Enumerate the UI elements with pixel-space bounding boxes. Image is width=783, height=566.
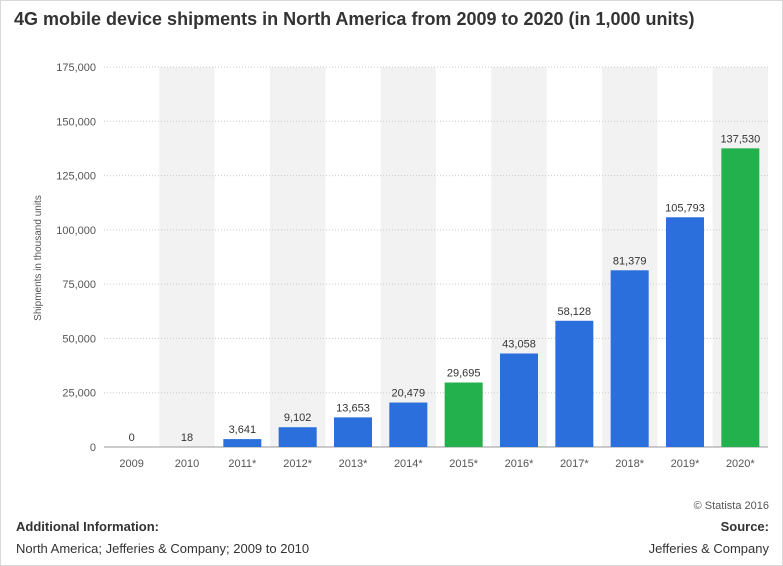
value-label: 9,102 — [284, 412, 312, 424]
value-label: 137,530 — [720, 133, 760, 145]
y-axis-label: Shipments in thousand units — [33, 195, 44, 321]
bar-2017[interactable] — [555, 320, 594, 447]
y-tick-label: 25,000 — [62, 388, 96, 400]
bar-2013[interactable] — [334, 417, 372, 447]
y-tick-label: 125,000 — [56, 171, 96, 183]
additional-info-text: North America; Jefferies & Company; 2009… — [16, 541, 310, 556]
source-text: Jefferies & Company — [648, 541, 769, 556]
value-label: 105,793 — [665, 202, 705, 214]
value-label: 3,641 — [229, 424, 257, 436]
x-tick-label: 2014* — [394, 458, 423, 470]
value-label: 0 — [129, 432, 135, 444]
gridlines — [104, 66, 768, 448]
x-axis-ticks: 2009 2010 2011* 2012* 2013* 2014* 2015* 2016* 20… — [119, 458, 755, 470]
column-band — [270, 67, 326, 447]
additional-info-heading[interactable]: Additional Information: — [16, 519, 159, 534]
value-label: 13,653 — [336, 402, 370, 414]
value-label: 81,379 — [613, 255, 647, 267]
bar-2016[interactable] — [500, 353, 538, 447]
x-tick-label: 2018* — [615, 458, 644, 470]
y-tick-label: 75,000 — [62, 279, 96, 291]
x-tick-label: 2019* — [671, 458, 700, 470]
bar-2012[interactable] — [278, 427, 317, 447]
y-tick-label: 175,000 — [56, 62, 96, 74]
bar-2019[interactable] — [666, 217, 704, 447]
x-tick-label: 2010 — [175, 458, 199, 470]
y-tick-label: 150,000 — [56, 116, 96, 128]
y-axis-ticks: 0 25,000 50,000 75,000 100,000 125,000 150,000… — [56, 62, 96, 454]
bar-2014[interactable] — [389, 402, 428, 447]
bar-2015[interactable] — [444, 382, 483, 447]
bars — [223, 148, 760, 447]
bar-2011[interactable] — [223, 439, 262, 447]
copyright-text: © Statista 2016 — [693, 500, 769, 512]
y-tick-label: 100,000 — [56, 225, 96, 237]
chart-title: 4G mobile device shipments in North Amer… — [14, 9, 695, 29]
x-tick-label: 2020* — [726, 458, 755, 470]
column-band — [159, 67, 215, 447]
value-label: 20,479 — [392, 388, 426, 400]
x-tick-label: 2015* — [449, 458, 478, 470]
column-band — [380, 67, 436, 447]
value-label: 58,128 — [558, 306, 592, 318]
value-labels: 0 18 3,641 9,102 13,653 20,479 29,695 43,058 58,… — [129, 133, 761, 444]
bar-2020[interactable] — [721, 148, 760, 447]
x-tick-label: 2009 — [119, 458, 143, 470]
value-label: 43,058 — [502, 339, 536, 351]
x-tick-label: 2016* — [505, 458, 534, 470]
y-tick-label: 50,000 — [62, 333, 96, 345]
value-label: 29,695 — [447, 368, 481, 380]
x-tick-label: 2013* — [339, 458, 368, 470]
source-heading[interactable]: Source: — [720, 519, 769, 534]
x-tick-label: 2017* — [560, 458, 589, 470]
x-tick-label: 2011* — [228, 458, 257, 470]
value-label: 18 — [181, 432, 193, 444]
x-tick-label: 2012* — [283, 458, 312, 470]
bar-2018[interactable] — [610, 270, 649, 447]
y-tick-label: 0 — [90, 442, 96, 454]
